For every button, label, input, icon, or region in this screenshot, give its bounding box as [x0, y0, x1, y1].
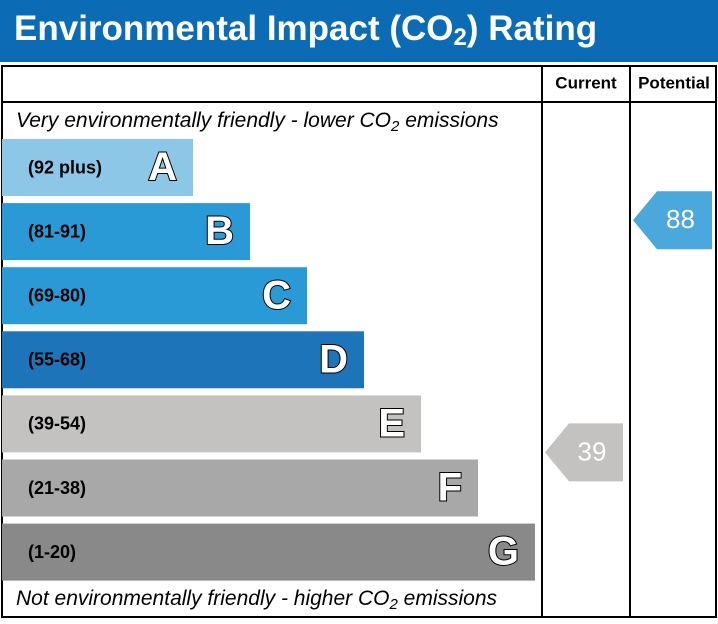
band-bar	[2, 203, 250, 261]
band-letter: C	[262, 273, 291, 317]
note-text: Very environmentally friendly - lower CO	[16, 109, 391, 132]
band-letter: E	[378, 401, 405, 445]
bottom-note: Not environmentally friendly - higher CO…	[16, 587, 498, 613]
band-letter: A	[148, 145, 177, 189]
column-header: Current	[555, 73, 617, 92]
band-range: (69-80)	[28, 285, 86, 305]
band-letter: F	[438, 466, 462, 510]
band-bar	[2, 459, 478, 517]
band-range: (39-54)	[28, 414, 86, 434]
band-letter: B	[205, 209, 234, 253]
band-range: (21-38)	[28, 478, 86, 498]
note-text: emissions	[399, 109, 499, 132]
band-bar	[2, 267, 307, 325]
band-letter: G	[488, 530, 519, 574]
note-subscript: 2	[389, 596, 399, 613]
band-bar	[2, 331, 364, 389]
band-bar	[2, 395, 421, 453]
band-letter: D	[319, 337, 348, 381]
band-bar	[2, 523, 535, 581]
title-bar	[0, 0, 718, 62]
rating-arrow	[545, 423, 623, 482]
title-subscript: 2	[454, 24, 467, 51]
band-bar	[2, 139, 193, 196]
title-text: Environmental Impact (CO	[14, 9, 454, 48]
rating-value: 39	[578, 436, 607, 466]
rating-arrow	[633, 191, 712, 250]
band-range: (55-68)	[28, 350, 86, 370]
top-note: Very environmentally friendly - lower CO…	[16, 109, 499, 135]
band-range: (1-20)	[28, 542, 76, 562]
rating-value: 88	[666, 204, 695, 234]
note-text: Not environmentally friendly - higher CO	[16, 587, 390, 610]
note-text: emissions	[398, 587, 498, 610]
title-text: ) Rating	[467, 9, 597, 48]
title: Environmental Impact (CO2) Rating	[14, 9, 597, 51]
column-header: Potential	[638, 73, 710, 92]
band-range: (81-91)	[28, 221, 86, 241]
note-subscript: 2	[390, 118, 400, 135]
band-range: (92 plus)	[28, 157, 102, 177]
